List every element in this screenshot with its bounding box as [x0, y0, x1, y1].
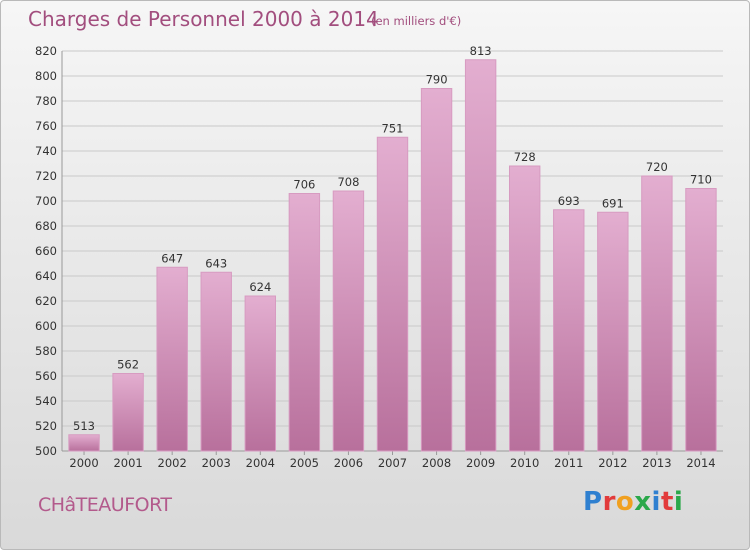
bar [553, 209, 585, 452]
x-tick-label: 2006 [334, 456, 363, 470]
labels: 500 520 540 560 580 600 620 640 660 680 700 720 740 7… [35, 44, 716, 470]
x-tick-label: 2007 [378, 456, 407, 470]
y-tick-label: 700 [35, 194, 57, 208]
bar [112, 373, 144, 452]
bar [376, 136, 409, 452]
data-label: 708 [337, 175, 359, 189]
bar [156, 266, 188, 452]
bar [200, 271, 232, 452]
x-tick-label: 2002 [158, 456, 187, 470]
x-tick-label: 2004 [246, 456, 275, 470]
y-tick-label: 740 [35, 144, 57, 158]
bars [68, 59, 717, 452]
logo-letter: t [660, 487, 674, 517]
data-label: 513 [73, 419, 95, 433]
data-label: 562 [117, 358, 139, 372]
y-tick-label: 660 [35, 244, 57, 258]
x-tick-label: 2012 [598, 456, 627, 470]
chart-title: Charges de Personnel 2000 à 2014 [28, 7, 379, 31]
x-tick-label: 2010 [510, 456, 539, 470]
data-label: 728 [514, 150, 536, 164]
data-label: 751 [382, 121, 404, 135]
y-tick-label: 520 [35, 419, 57, 433]
x-tick-label: 2008 [422, 456, 451, 470]
y-tick-label: 780 [35, 94, 57, 108]
logo-letter: i [651, 487, 661, 517]
x-tick-label: 2011 [554, 456, 583, 470]
logo-letter: r [602, 487, 616, 517]
data-label: 706 [293, 178, 315, 192]
bar [68, 434, 100, 452]
data-label: 710 [690, 173, 712, 187]
y-tick-label: 800 [35, 69, 57, 83]
y-tick-label: 680 [35, 219, 57, 233]
bar [685, 188, 717, 452]
y-tick-label: 820 [35, 44, 57, 58]
proxiti-logo: Proxiti [583, 487, 683, 517]
bar [464, 59, 497, 452]
commune-name: CHâTEAUFORT [38, 494, 172, 516]
x-tick-label: 2000 [69, 456, 98, 470]
bar [244, 295, 277, 452]
y-tick-label: 580 [35, 344, 57, 358]
bar [420, 88, 453, 452]
logo-letter: i [673, 487, 684, 517]
bar [641, 175, 673, 452]
chart-subtitle: (en milliers d'€) [371, 14, 462, 28]
y-tick-label: 760 [35, 119, 57, 133]
bar [508, 165, 541, 452]
x-tick-label: 2003 [202, 456, 231, 470]
data-label: 647 [161, 251, 183, 265]
data-label: 693 [558, 194, 580, 208]
x-tick-label: 2005 [290, 456, 319, 470]
y-tick-label: 600 [35, 319, 57, 333]
y-tick-label: 540 [35, 394, 57, 408]
bar [332, 190, 365, 452]
data-label: 720 [646, 160, 668, 174]
bar [597, 211, 629, 452]
data-label: 643 [205, 256, 227, 270]
data-label: 790 [426, 73, 448, 87]
y-tick-label: 640 [35, 269, 57, 283]
y-tick-label: 500 [35, 444, 57, 458]
x-tick-label: 2014 [686, 456, 715, 470]
bar [288, 193, 321, 452]
data-label: 813 [470, 44, 492, 58]
logo-letter: P [583, 487, 603, 517]
x-tick-label: 2009 [466, 456, 495, 470]
logo-letter: x [634, 487, 652, 517]
x-tick-label: 2001 [113, 456, 142, 470]
logo-letter: o [615, 487, 635, 517]
y-tick-label: 720 [35, 169, 57, 183]
data-label: 691 [602, 196, 624, 210]
x-tick-label: 2013 [642, 456, 671, 470]
y-tick-label: 560 [35, 369, 57, 383]
y-tick-label: 620 [35, 294, 57, 308]
data-label: 624 [249, 280, 271, 294]
